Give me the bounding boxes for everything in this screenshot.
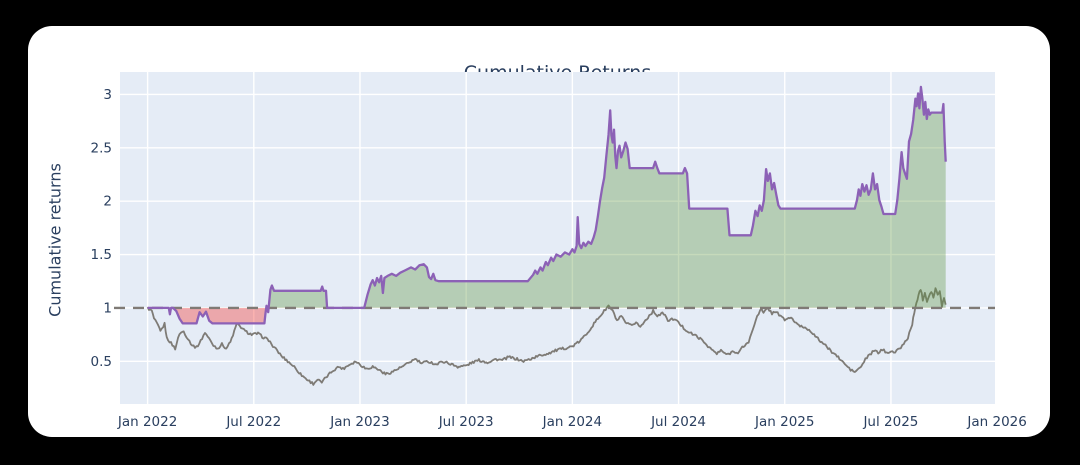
y-tick-label: 1 — [103, 300, 112, 316]
x-tick-label: Jan 2025 — [754, 414, 814, 430]
x-tick-label: Jul 2025 — [862, 414, 918, 430]
x-tick-label: Jan 2022 — [117, 414, 177, 430]
x-tick-label: Jul 2023 — [438, 414, 494, 430]
x-tick-label: Jan 2024 — [542, 414, 602, 430]
y-tick-label: 3 — [103, 87, 112, 103]
y-tick-label: 0.5 — [91, 354, 112, 370]
strategy-line — [147, 85, 947, 325]
loss-fill — [168, 307, 269, 324]
y-tick-label: 2 — [103, 194, 112, 210]
gain-fill — [147, 86, 946, 308]
benchmark-line — [146, 287, 947, 386]
y-tick-label: 1.5 — [91, 247, 112, 263]
x-tick-label: Jan 2023 — [329, 414, 389, 430]
y-tick-label: 2.5 — [91, 140, 112, 156]
x-tick-label: Jul 2024 — [650, 414, 706, 430]
x-tick-label: Jan 2026 — [966, 414, 1026, 430]
cumulative-returns-chart: Jan 2022 Jul 2022 Jan 2023 Jul 2023 Jan 2024… — [91, 72, 1027, 430]
chart-card: Cumulative Returns Cumulative returns Ja… — [28, 26, 1050, 437]
x-tick-label: Jul 2022 — [225, 414, 281, 430]
